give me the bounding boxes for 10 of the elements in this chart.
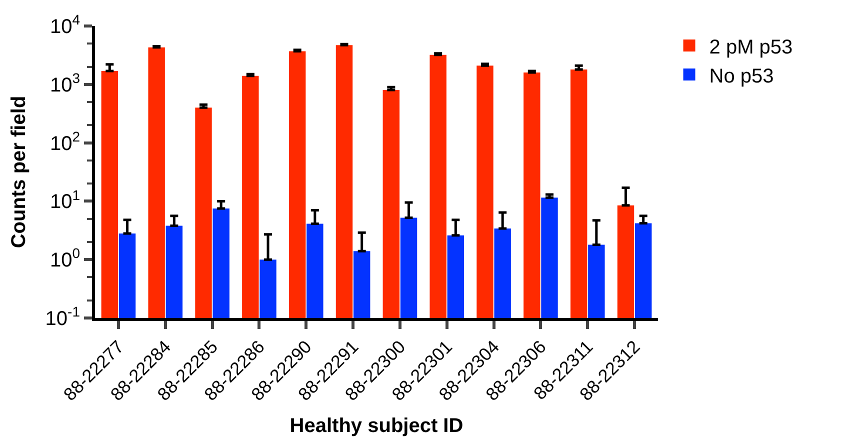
x-axis-title: Healthy subject ID xyxy=(290,415,464,438)
y-tick-label: 10$^{3}$ xyxy=(50,70,80,96)
legend-label: No p53 xyxy=(709,65,774,88)
y-tick-label: 10$^{1}$ xyxy=(50,186,80,214)
y-axis-title: Counts per field xyxy=(8,96,30,248)
y-tick-label: 10$^{-1}$ xyxy=(45,304,80,330)
y-tick-label: 10$^{4}$ xyxy=(50,12,80,38)
y-tick-label: 10$^{0}$ xyxy=(50,245,80,272)
y-tick-label: 10$^{2}$ xyxy=(50,128,80,155)
legend-label: 2 pM p53 xyxy=(709,36,793,58)
